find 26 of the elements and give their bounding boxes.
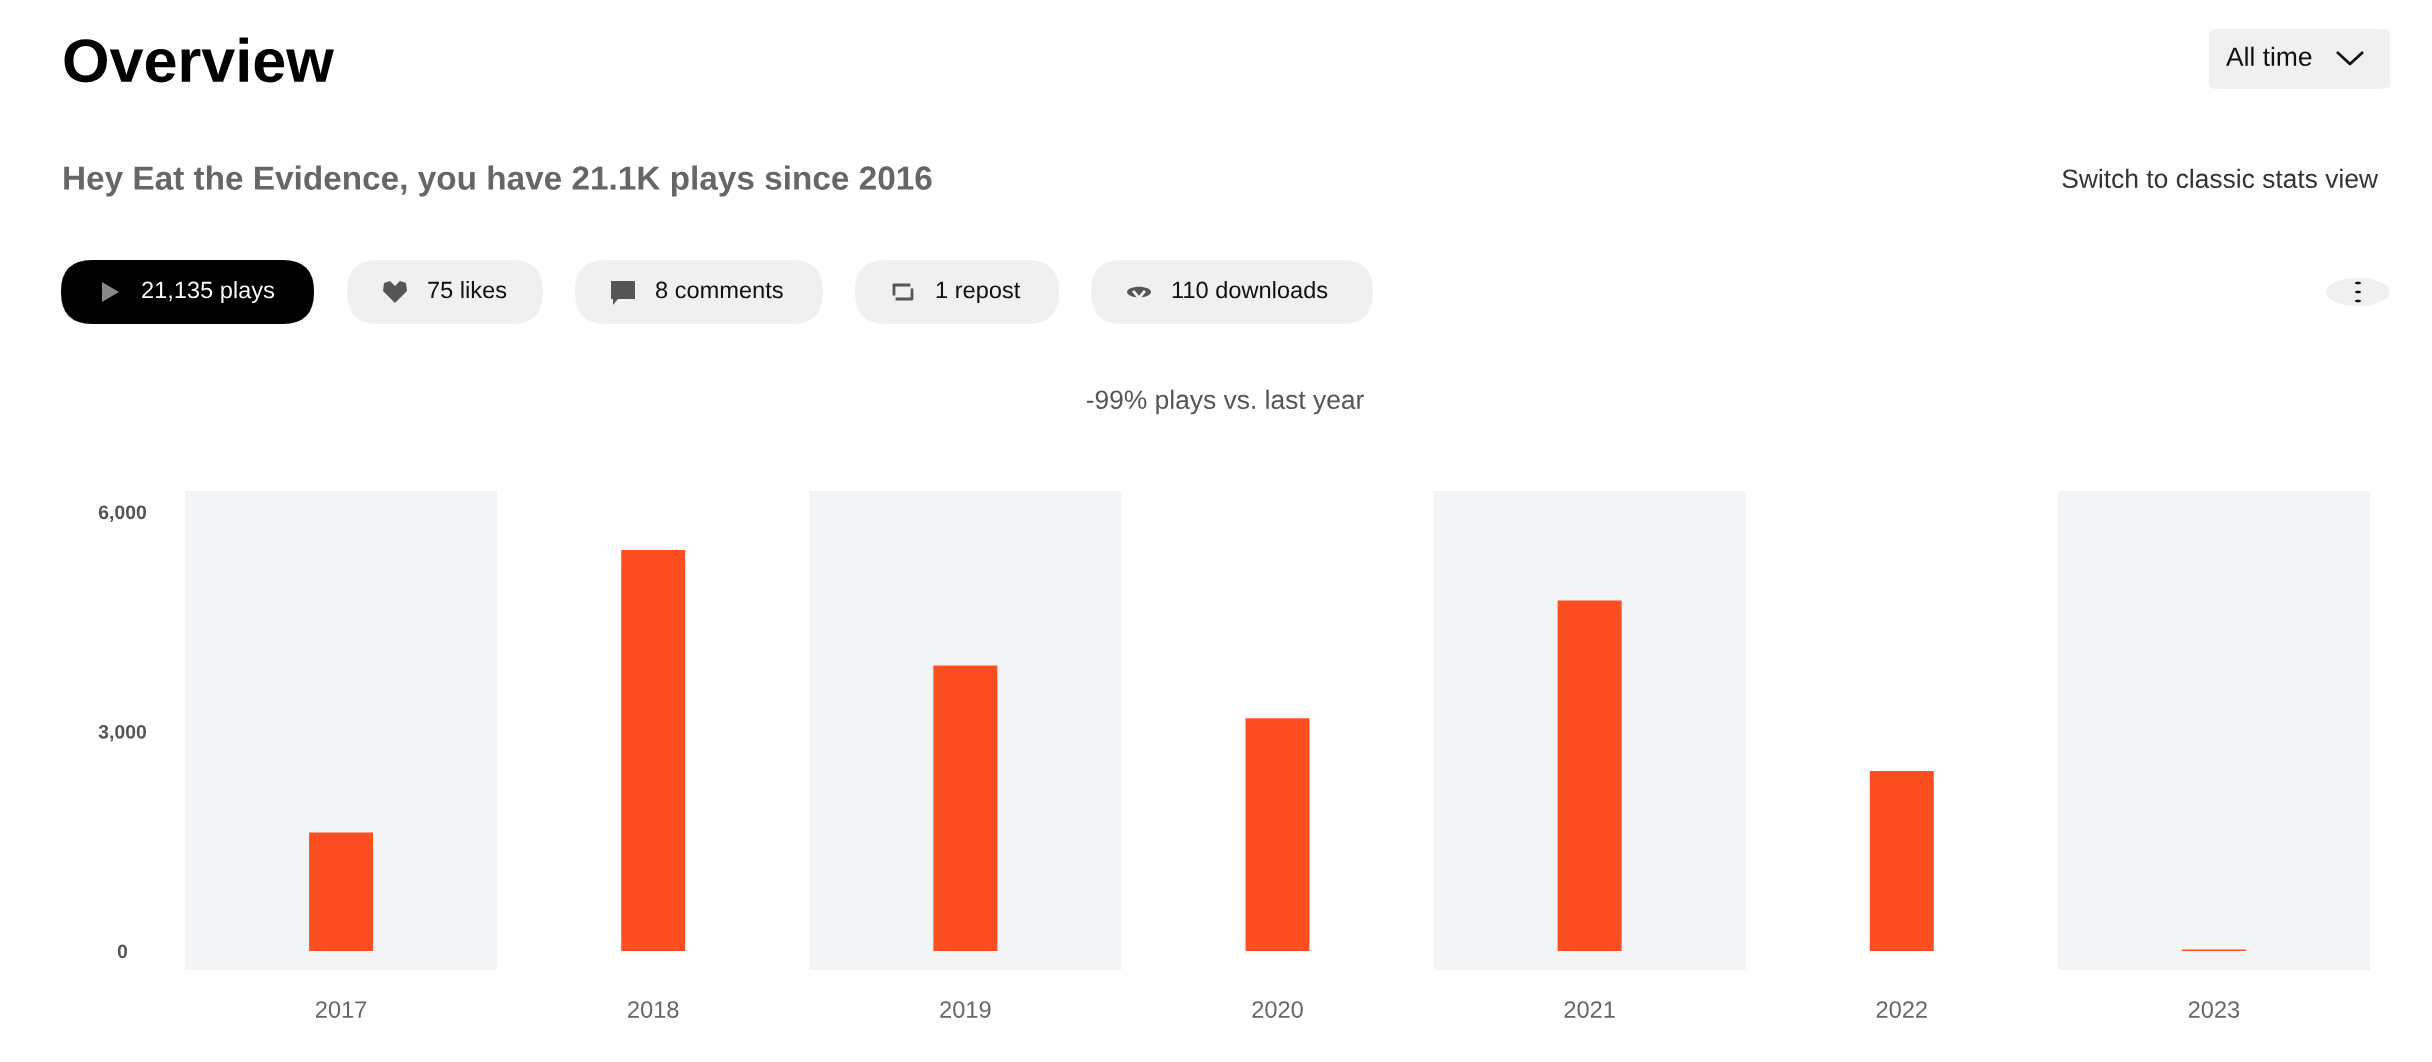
text: Switch to classic stats view bbox=[2062, 168, 2379, 189]
text: 8 comments bbox=[656, 281, 783, 299]
x-tick-label: 2019 bbox=[940, 1001, 991, 1018]
text: All time bbox=[2226, 46, 2312, 67]
chart-subtitle: Hey Eat the Evidence, you have 21.1K plays since 2016 bbox=[64, 165, 932, 197]
y-tick-label: 6,000 bbox=[98, 505, 147, 522]
x-tick-label: 2018 bbox=[628, 1001, 679, 1018]
x-tick-label: 2017 bbox=[316, 1001, 367, 1018]
x-tick-label: 2021 bbox=[1564, 1001, 1615, 1018]
bar bbox=[1557, 600, 1622, 951]
bar bbox=[933, 665, 998, 951]
chart-title: Overview bbox=[64, 37, 334, 83]
bar bbox=[1245, 718, 1310, 951]
text: 110 downloads bbox=[1172, 280, 1328, 299]
x-tick-label: 2022 bbox=[1876, 1001, 1927, 1018]
bar bbox=[621, 549, 686, 951]
x-tick-label: 2020 bbox=[1252, 1001, 1303, 1018]
text: 21,135 plays bbox=[142, 280, 275, 303]
text: -99% plays vs. last year bbox=[1086, 389, 1364, 415]
bar bbox=[309, 832, 374, 951]
text: 1 repost bbox=[936, 281, 1021, 303]
y-tick-label: 3,000 bbox=[98, 724, 147, 742]
bar bbox=[1869, 770, 1934, 951]
x-tick-label: 2023 bbox=[2188, 1001, 2240, 1018]
y-tick-label: 0 bbox=[117, 944, 128, 959]
text: 75 likes bbox=[428, 280, 507, 299]
